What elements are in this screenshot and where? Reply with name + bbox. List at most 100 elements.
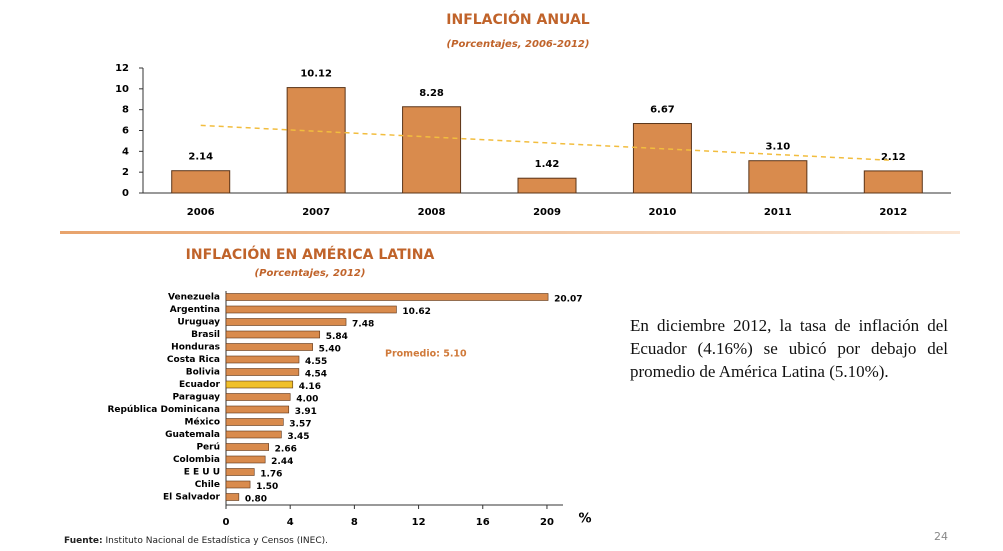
value-label: 20.07 bbox=[554, 295, 582, 305]
x-tick-label: 2009 bbox=[533, 207, 561, 218]
x-tick-label: 2012 bbox=[879, 207, 907, 218]
bar bbox=[225, 293, 549, 301]
value-label: 4.00 bbox=[296, 395, 318, 405]
bar bbox=[402, 106, 462, 194]
bar bbox=[632, 123, 692, 194]
value-label: 1.76 bbox=[260, 470, 282, 480]
bar bbox=[225, 430, 282, 439]
value-label: 3.57 bbox=[289, 420, 311, 430]
x-tick-label: 16 bbox=[476, 517, 490, 528]
trendline bbox=[200, 124, 894, 162]
y-tick-label: Guatemala bbox=[165, 430, 220, 440]
x-axis-label: % bbox=[578, 512, 591, 527]
chart-title: INFLACIÓN EN AMÉRICA LATINA bbox=[186, 245, 435, 263]
y-tick-label: 10 bbox=[115, 84, 129, 95]
x-tick-label: 20 bbox=[540, 517, 554, 528]
value-label: 3.10 bbox=[766, 142, 791, 153]
bar bbox=[748, 160, 808, 194]
x-tick-label: 12 bbox=[412, 517, 426, 528]
value-label: 0.80 bbox=[245, 495, 267, 505]
value-label: 6.67 bbox=[650, 105, 675, 116]
x-tick-label: 0 bbox=[223, 517, 230, 528]
source-label: Fuente: bbox=[64, 536, 103, 546]
y-tick-label: Uruguay bbox=[177, 318, 220, 328]
x-tick-label: 2008 bbox=[418, 207, 446, 218]
value-label: 2.12 bbox=[881, 152, 906, 163]
page-number: 24 bbox=[934, 530, 948, 543]
bar bbox=[225, 380, 294, 389]
bar bbox=[225, 443, 269, 451]
y-tick-label: Bolivia bbox=[186, 368, 220, 378]
separator bbox=[60, 231, 960, 234]
y-tick-label: Ecuador bbox=[179, 380, 221, 390]
x-tick-label: 4 bbox=[287, 517, 294, 528]
value-label: 2.44 bbox=[271, 457, 293, 467]
chart-title: INFLACIÓN ANUAL bbox=[446, 10, 590, 28]
y-tick-label: Chile bbox=[195, 480, 220, 490]
y-tick-label: Honduras bbox=[171, 343, 220, 353]
value-label: 10.12 bbox=[300, 69, 332, 80]
value-label: 4.16 bbox=[299, 382, 321, 392]
value-label: 1.42 bbox=[535, 159, 560, 170]
bar bbox=[225, 305, 397, 314]
bar bbox=[517, 177, 577, 194]
bar bbox=[225, 318, 347, 326]
y-tick-label: Paraguay bbox=[173, 393, 221, 403]
chart-subtitle: (Porcentajes, 2006-2012) bbox=[447, 39, 590, 50]
source-text: Instituto Nacional de Estadística y Cens… bbox=[105, 536, 328, 546]
y-tick-label: Perú bbox=[196, 443, 220, 453]
value-label: 4.55 bbox=[305, 357, 327, 367]
x-tick-label: 2011 bbox=[764, 207, 792, 218]
value-label: 4.54 bbox=[305, 370, 327, 380]
value-label: 10.62 bbox=[402, 307, 430, 317]
y-tick-label: E E U U bbox=[184, 468, 220, 478]
y-tick-label: México bbox=[185, 417, 220, 428]
bar bbox=[225, 493, 240, 501]
y-tick-label: 4 bbox=[122, 146, 129, 157]
value-label: 2.66 bbox=[275, 445, 297, 455]
value-label: 3.45 bbox=[287, 432, 309, 442]
y-tick-label: 8 bbox=[122, 105, 129, 116]
y-tick-label: Argentina bbox=[170, 305, 220, 315]
bar bbox=[225, 343, 313, 351]
bar bbox=[863, 170, 923, 194]
y-tick-label: 2 bbox=[122, 167, 129, 178]
bar bbox=[225, 418, 284, 426]
y-tick-label: 12 bbox=[115, 63, 129, 74]
bar bbox=[171, 170, 231, 194]
bar bbox=[225, 393, 291, 401]
y-tick-label: Venezuela bbox=[168, 293, 220, 303]
bar bbox=[225, 480, 251, 489]
bar bbox=[225, 330, 321, 339]
y-tick-label: 6 bbox=[122, 126, 129, 137]
x-tick-label: 8 bbox=[351, 517, 358, 528]
y-tick-label: 0 bbox=[122, 188, 129, 199]
value-label: 7.48 bbox=[352, 320, 374, 330]
bar bbox=[225, 455, 266, 464]
y-tick-label: Costa Rica bbox=[167, 355, 220, 365]
y-tick-label: Colombia bbox=[173, 455, 220, 465]
bar bbox=[286, 87, 346, 194]
value-label: 1.50 bbox=[256, 482, 278, 492]
bar bbox=[225, 468, 255, 476]
value-label: 8.28 bbox=[419, 88, 444, 99]
paragraph: En diciembre 2012, la tasa de inflación … bbox=[630, 316, 948, 381]
y-tick-label: El Salvador bbox=[163, 493, 221, 503]
value-label: 5.84 bbox=[326, 332, 348, 342]
bar bbox=[225, 368, 300, 376]
x-tick-label: 2007 bbox=[302, 207, 330, 218]
y-tick-label: Brasil bbox=[191, 330, 220, 340]
value-label: 2.14 bbox=[188, 152, 213, 163]
value-label: 3.91 bbox=[295, 407, 317, 417]
value-label: 5.40 bbox=[319, 345, 341, 355]
y-tick-label: República Dominicana bbox=[107, 405, 220, 415]
bar bbox=[225, 355, 300, 364]
x-tick-label: 2010 bbox=[649, 207, 677, 218]
source: Fuente: Instituto Nacional de Estadístic… bbox=[64, 536, 328, 546]
annotation: Promedio: 5.10 bbox=[385, 349, 467, 360]
chart-subtitle: (Porcentajes, 2012) bbox=[255, 268, 366, 279]
x-tick-label: 2006 bbox=[187, 207, 215, 218]
bar bbox=[225, 405, 290, 414]
